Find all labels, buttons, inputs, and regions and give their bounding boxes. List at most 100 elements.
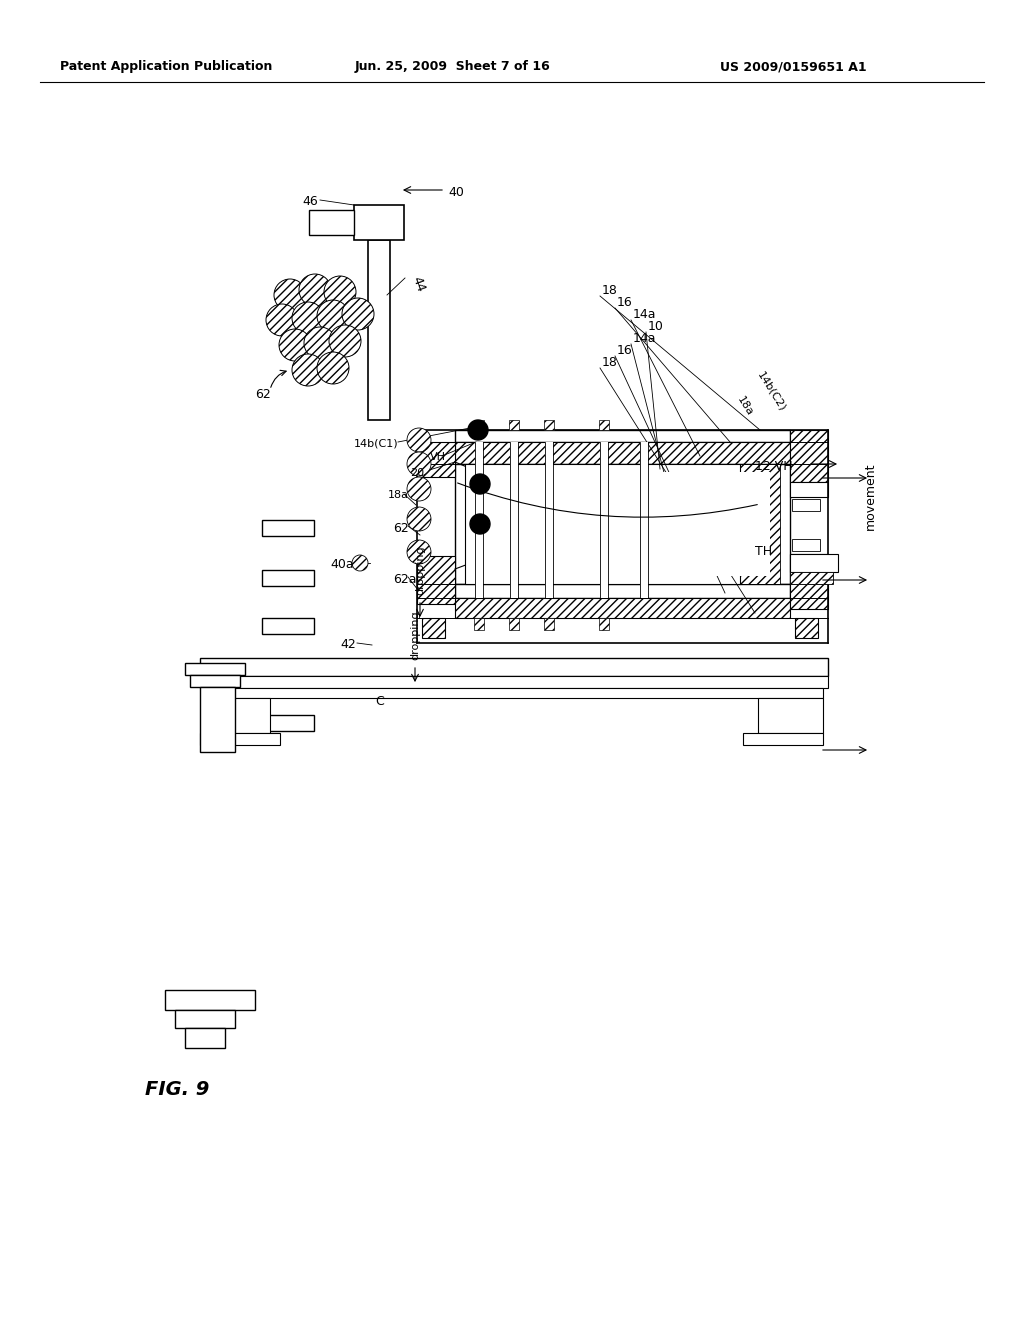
Bar xyxy=(544,618,554,630)
Text: 16: 16 xyxy=(617,296,633,309)
Text: 12 VH: 12 VH xyxy=(755,459,793,473)
Text: dropping: dropping xyxy=(410,610,420,660)
Bar xyxy=(455,465,790,583)
Bar xyxy=(417,556,455,605)
Circle shape xyxy=(292,302,324,334)
Circle shape xyxy=(274,279,306,312)
Bar xyxy=(175,1010,234,1028)
Circle shape xyxy=(470,513,490,535)
Bar xyxy=(510,442,518,598)
Text: 16: 16 xyxy=(617,343,633,356)
Bar xyxy=(790,482,828,498)
Bar xyxy=(475,442,483,598)
Circle shape xyxy=(407,428,431,451)
Text: 40a: 40a xyxy=(330,558,353,572)
Circle shape xyxy=(292,354,324,385)
Bar xyxy=(422,618,445,638)
Bar xyxy=(600,442,608,598)
Bar xyxy=(792,499,820,511)
Circle shape xyxy=(324,276,356,308)
Circle shape xyxy=(407,507,431,531)
Bar xyxy=(795,618,818,638)
Bar xyxy=(790,554,828,609)
Bar xyxy=(455,442,790,465)
Bar xyxy=(509,420,519,430)
Circle shape xyxy=(279,329,311,360)
Bar xyxy=(455,598,790,618)
Text: 14b(C2): 14b(C2) xyxy=(755,370,787,413)
Circle shape xyxy=(329,325,361,356)
Text: dropping: dropping xyxy=(415,545,425,595)
Text: 20: 20 xyxy=(410,469,424,478)
Text: movement: movement xyxy=(863,462,877,531)
Circle shape xyxy=(304,327,336,359)
Bar xyxy=(185,663,245,675)
Text: 46: 46 xyxy=(302,195,317,209)
Text: 44: 44 xyxy=(410,275,428,294)
Text: 40: 40 xyxy=(449,186,464,199)
Bar xyxy=(262,570,314,586)
Bar xyxy=(474,420,484,430)
Bar xyxy=(790,572,833,583)
Bar xyxy=(190,675,240,686)
Text: C: C xyxy=(375,696,384,708)
Bar xyxy=(792,539,820,550)
Text: FIG. 9: FIG. 9 xyxy=(145,1080,209,1100)
Circle shape xyxy=(266,304,298,337)
Bar xyxy=(354,205,404,240)
Bar xyxy=(655,473,770,576)
Text: 62a: 62a xyxy=(393,573,417,586)
Circle shape xyxy=(342,298,374,330)
Bar xyxy=(309,210,354,235)
Bar xyxy=(790,430,828,482)
Text: 42: 42 xyxy=(340,638,355,651)
Circle shape xyxy=(407,451,431,477)
Text: 18: 18 xyxy=(602,355,617,368)
Bar xyxy=(758,698,823,733)
Bar xyxy=(185,1028,225,1048)
Bar xyxy=(262,715,314,731)
Text: VH: VH xyxy=(430,451,446,462)
Bar xyxy=(200,733,280,744)
Circle shape xyxy=(299,275,331,306)
Bar xyxy=(790,554,838,572)
Bar xyxy=(200,676,828,688)
Bar xyxy=(455,583,790,598)
Bar xyxy=(645,465,780,583)
Text: Patent Application Publication: Patent Application Publication xyxy=(60,59,272,73)
Bar xyxy=(474,618,484,630)
Circle shape xyxy=(407,477,431,502)
Text: Jun. 25, 2009  Sheet 7 of 16: Jun. 25, 2009 Sheet 7 of 16 xyxy=(355,59,551,73)
Text: US 2009/0159651 A1: US 2009/0159651 A1 xyxy=(720,59,866,73)
Text: 14a: 14a xyxy=(633,331,656,345)
Bar xyxy=(205,698,270,733)
Text: 18: 18 xyxy=(602,284,617,297)
Circle shape xyxy=(352,554,368,572)
Bar xyxy=(599,618,609,630)
Bar xyxy=(200,657,828,676)
Circle shape xyxy=(468,420,488,440)
Text: 62: 62 xyxy=(255,388,270,401)
Bar xyxy=(455,430,790,442)
Bar xyxy=(262,520,314,536)
Bar xyxy=(599,420,609,430)
Bar xyxy=(417,442,455,477)
Text: 18a: 18a xyxy=(735,395,755,418)
Bar xyxy=(743,733,823,744)
Bar xyxy=(465,465,740,583)
Bar xyxy=(368,240,390,420)
Bar xyxy=(545,442,553,598)
Bar xyxy=(205,688,823,698)
Circle shape xyxy=(407,540,431,564)
Bar xyxy=(262,667,314,682)
Circle shape xyxy=(317,352,349,384)
Bar xyxy=(509,618,519,630)
Text: 10: 10 xyxy=(648,319,664,333)
Bar xyxy=(200,686,234,752)
Text: 18a: 18a xyxy=(388,490,409,500)
Bar xyxy=(165,990,255,1010)
Bar xyxy=(262,618,314,634)
Circle shape xyxy=(470,474,490,494)
Circle shape xyxy=(317,300,349,333)
Text: 62: 62 xyxy=(393,521,409,535)
